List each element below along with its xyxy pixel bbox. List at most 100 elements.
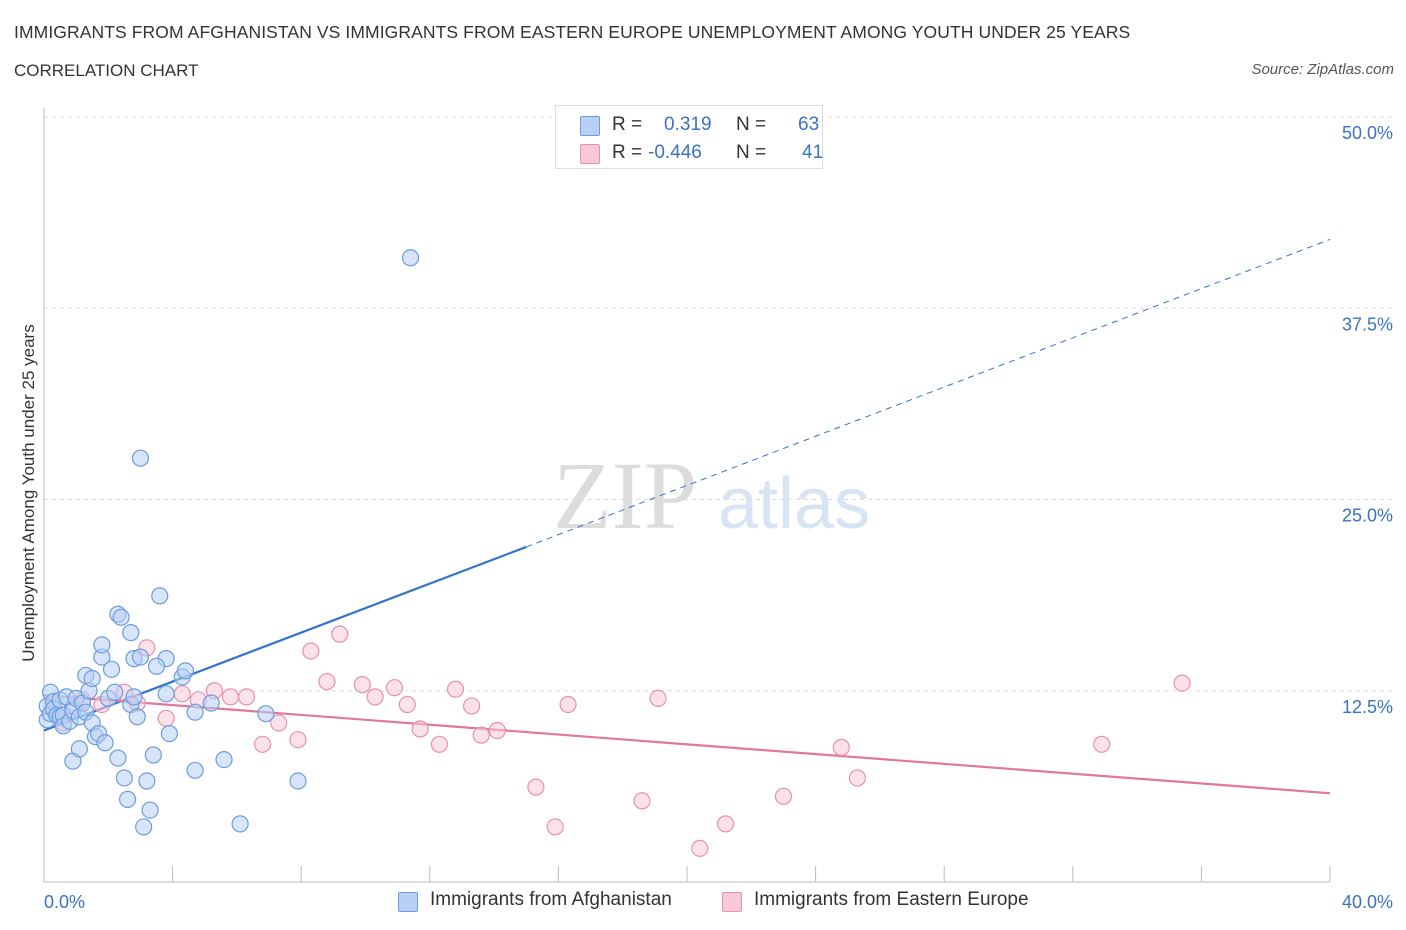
point-eastern-europe (430, 735, 449, 753)
point-eastern-europe (1173, 674, 1191, 692)
point-eastern-europe (353, 676, 371, 694)
point-afghanistan (112, 608, 130, 626)
point-afghanistan (125, 688, 143, 706)
point-afghanistan (109, 749, 127, 767)
point-eastern-europe (446, 680, 465, 698)
point-afghanistan (186, 761, 204, 779)
points-afghanistan (38, 249, 420, 836)
legend-r-label: R = (612, 142, 643, 163)
point-eastern-europe (716, 815, 735, 833)
point-eastern-europe (398, 695, 416, 714)
point-afghanistan (151, 587, 169, 605)
legend-swatch-pink (580, 144, 600, 164)
y-tick-label: 25.0% (1342, 506, 1393, 526)
point-afghanistan (160, 724, 178, 743)
point-eastern-europe (237, 688, 256, 706)
legend-r-value-1: 0.319 (664, 114, 712, 135)
x-axis-ticks (43, 866, 1331, 882)
x-tick-label-max: 40.0% (1342, 892, 1393, 912)
trendline-eastern-europe (43, 694, 1331, 795)
points-eastern-europe (45, 625, 1191, 857)
point-afghanistan (96, 734, 114, 752)
point-eastern-europe (302, 642, 320, 660)
point-eastern-europe (289, 731, 307, 749)
point-afghanistan (118, 790, 137, 808)
point-afghanistan (122, 624, 140, 642)
point-eastern-europe (318, 672, 336, 691)
point-eastern-europe (157, 709, 175, 727)
source-credit: Source: ZipAtlas.com (1251, 61, 1394, 78)
point-afghanistan (115, 769, 133, 787)
legend-r-value-2: -0.446 (648, 142, 702, 163)
y-tick-labels: 12.5% 25.0% 37.5% 50.0% (1342, 123, 1393, 717)
point-eastern-europe (633, 792, 651, 810)
y-tick-label: 50.0% (1342, 123, 1393, 143)
point-afghanistan (289, 772, 307, 790)
y-axis-label: Unemployment Among Youth under 25 years (19, 324, 38, 661)
point-afghanistan (135, 818, 153, 836)
correlation-legend: R = 0.319 N = 63 R = -0.446 N = 41 (555, 105, 823, 169)
watermark: ZIP atlas (553, 442, 870, 549)
point-afghanistan (93, 636, 111, 654)
point-afghanistan (157, 685, 175, 703)
point-afghanistan (202, 694, 220, 712)
trendline-afghanistan-dashed (526, 238, 1331, 548)
point-afghanistan (176, 662, 195, 680)
point-eastern-europe (1093, 735, 1111, 753)
point-afghanistan (83, 669, 101, 688)
point-eastern-europe (366, 688, 384, 706)
point-afghanistan (186, 703, 204, 721)
point-eastern-europe (774, 787, 793, 805)
point-eastern-europe (649, 689, 667, 708)
point-eastern-europe (173, 685, 191, 703)
bottom-legend-swatch-blue (398, 892, 418, 912)
bottom-legend-label-afghanistan: Immigrants from Afghanistan (430, 889, 672, 910)
point-eastern-europe (559, 695, 577, 714)
point-afghanistan (131, 449, 150, 467)
point-eastern-europe (691, 839, 709, 857)
point-afghanistan (138, 772, 156, 790)
point-afghanistan (147, 657, 166, 675)
trendline-eastern-europe-solid (43, 694, 1331, 795)
point-afghanistan (401, 249, 420, 267)
chart-title: IMMIGRANTS FROM AFGHANISTAN VS IMMIGRANT… (14, 22, 1131, 42)
chart-subtitle: CORRELATION CHART (14, 61, 199, 80)
point-eastern-europe (411, 720, 429, 738)
point-afghanistan (131, 648, 150, 666)
point-eastern-europe (472, 726, 490, 744)
legend-n-value-1: 63 (798, 114, 820, 135)
point-afghanistan (102, 660, 121, 678)
legend-n-value-2: 41 (802, 142, 824, 163)
trendline-afghanistan-solid (43, 545, 527, 732)
point-eastern-europe (848, 769, 866, 787)
legend-r-label: R = (612, 114, 643, 135)
y-tick-label: 12.5% (1342, 697, 1393, 717)
point-afghanistan (128, 708, 146, 726)
point-eastern-europe (331, 625, 349, 643)
point-eastern-europe (462, 697, 481, 715)
point-afghanistan (106, 683, 124, 701)
point-afghanistan (257, 705, 275, 723)
point-eastern-europe (254, 735, 272, 753)
bottom-legend-label-eastern-europe: Immigrants from Eastern Europe (754, 889, 1029, 910)
legend-swatch-blue (580, 116, 600, 136)
point-eastern-europe (527, 778, 545, 796)
legend-n-label: N = (736, 114, 767, 135)
bottom-legend-swatch-pink (722, 892, 742, 912)
gridlines (44, 116, 1393, 692)
point-eastern-europe (832, 738, 850, 756)
x-tick-label-min: 0.0% (44, 892, 85, 912)
point-eastern-europe (270, 714, 288, 732)
y-tick-label: 37.5% (1342, 314, 1393, 334)
point-afghanistan (231, 815, 249, 833)
point-eastern-europe (546, 818, 564, 836)
watermark-atlas: atlas (718, 464, 870, 544)
point-eastern-europe (221, 688, 240, 706)
point-eastern-europe (488, 721, 506, 740)
point-afghanistan (215, 750, 233, 769)
point-eastern-europe (385, 679, 404, 697)
legend-n-label: N = (736, 142, 767, 163)
watermark-zip: ZIP (553, 442, 697, 549)
point-afghanistan (70, 740, 88, 758)
